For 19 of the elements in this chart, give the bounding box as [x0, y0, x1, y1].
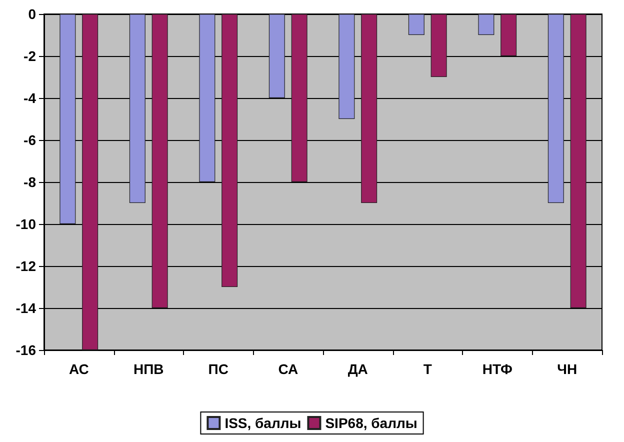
y-tick-label: 0	[28, 6, 36, 22]
y-tick-label: -6	[24, 132, 36, 148]
x-tick-label: ЧН	[557, 361, 578, 377]
x-tick-label: Т	[423, 361, 432, 377]
y-tick-label: -2	[24, 48, 36, 64]
y-tick-label: -14	[16, 300, 36, 316]
y-tick-label: -10	[16, 216, 36, 232]
legend-label: ISS, баллы	[224, 415, 302, 431]
legend-label: SIP68, баллы	[325, 415, 418, 431]
x-tick-label: АС	[68, 361, 89, 377]
x-tick-label: НТФ	[482, 361, 512, 377]
y-tick-label: -4	[24, 90, 36, 106]
x-tick-label: СА	[278, 361, 298, 377]
x-tick-label: ПС	[208, 361, 228, 377]
y-tick-label: -12	[16, 258, 36, 274]
y-tick-label: -8	[24, 174, 36, 190]
x-tick-label: НПВ	[133, 361, 164, 377]
y-tick-label: -16	[16, 342, 36, 358]
x-tick-label: ДА	[348, 361, 368, 377]
